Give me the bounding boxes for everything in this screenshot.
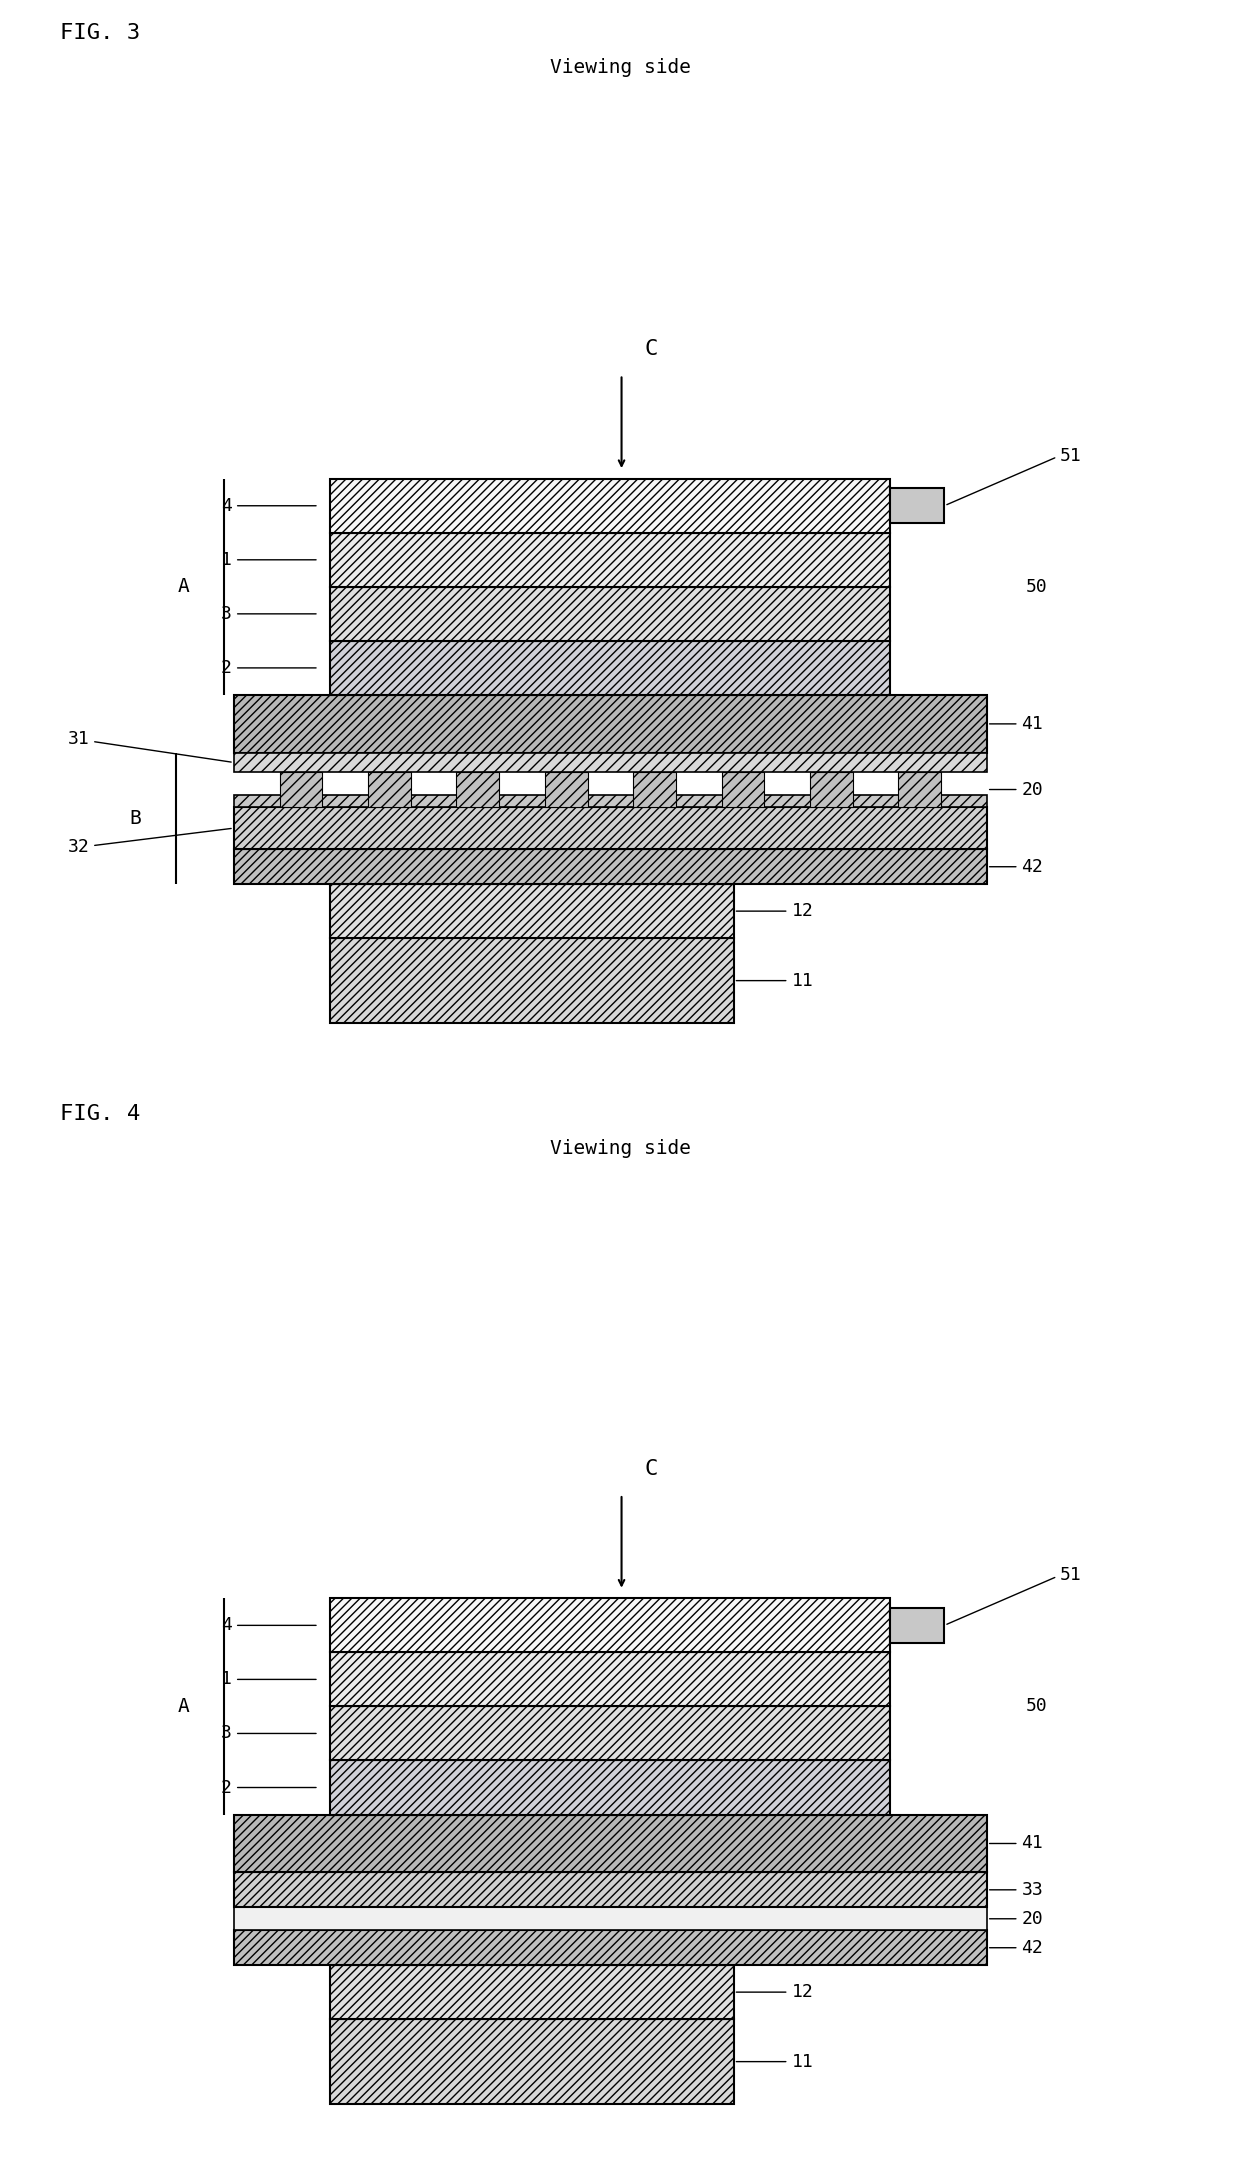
Text: 12: 12 — [737, 902, 813, 921]
Bar — [330, 1760, 890, 1814]
Bar — [279, 772, 322, 806]
Bar — [898, 772, 941, 806]
Bar — [234, 806, 987, 850]
Bar — [234, 694, 987, 752]
Text: 12: 12 — [737, 1983, 813, 2002]
Bar — [234, 752, 987, 772]
Text: A: A — [177, 1697, 190, 1717]
Bar — [234, 1814, 987, 1872]
Text: 4: 4 — [221, 497, 316, 515]
Bar — [330, 1965, 734, 2019]
Text: 3: 3 — [221, 605, 316, 623]
Text: 31: 31 — [67, 731, 231, 761]
Text: 11: 11 — [737, 971, 813, 990]
Text: 2: 2 — [221, 1779, 316, 1797]
Text: 51: 51 — [947, 448, 1081, 504]
Text: 4: 4 — [221, 1617, 316, 1634]
Text: 11: 11 — [737, 2052, 813, 2071]
Text: 20: 20 — [990, 1909, 1043, 1929]
Bar — [330, 1652, 890, 1706]
Text: 3: 3 — [221, 1725, 316, 1743]
Text: FIG. 4: FIG. 4 — [61, 1105, 140, 1124]
Text: 1: 1 — [221, 551, 316, 569]
Text: B: B — [129, 809, 141, 828]
Bar — [234, 850, 987, 884]
Bar — [810, 772, 853, 806]
Bar — [634, 772, 676, 806]
Bar — [234, 1872, 987, 1907]
Text: Viewing side: Viewing side — [549, 1139, 691, 1159]
Text: C: C — [645, 1459, 658, 1479]
Text: 50: 50 — [1025, 1697, 1047, 1714]
Text: 41: 41 — [990, 716, 1043, 733]
Bar — [330, 532, 890, 586]
Bar — [456, 772, 500, 806]
Bar — [330, 1598, 890, 1652]
Bar — [330, 586, 890, 640]
Text: 32: 32 — [67, 828, 231, 856]
Text: 41: 41 — [990, 1836, 1043, 1853]
Text: A: A — [177, 577, 190, 597]
Bar — [330, 1706, 890, 1760]
Bar — [234, 796, 987, 806]
Bar — [330, 2019, 734, 2104]
Bar — [890, 489, 945, 523]
Bar — [368, 772, 410, 806]
Text: 2: 2 — [221, 659, 316, 677]
Text: 51: 51 — [947, 1565, 1081, 1624]
Bar — [234, 1931, 987, 1965]
Text: 50: 50 — [1025, 577, 1047, 597]
Bar — [234, 1907, 987, 1931]
Text: 33: 33 — [990, 1881, 1043, 1898]
Text: 1: 1 — [221, 1671, 316, 1689]
Text: 20: 20 — [990, 780, 1043, 798]
Text: Viewing side: Viewing side — [549, 58, 691, 78]
Text: FIG. 3: FIG. 3 — [61, 24, 140, 43]
Bar — [330, 640, 890, 694]
Text: 42: 42 — [990, 1939, 1043, 1957]
Bar — [544, 772, 588, 806]
Bar — [330, 478, 890, 532]
Text: C: C — [645, 339, 658, 359]
Text: 42: 42 — [990, 858, 1043, 876]
Bar — [722, 772, 764, 806]
Bar — [330, 884, 734, 938]
Bar — [330, 938, 734, 1023]
Bar — [890, 1609, 945, 1643]
